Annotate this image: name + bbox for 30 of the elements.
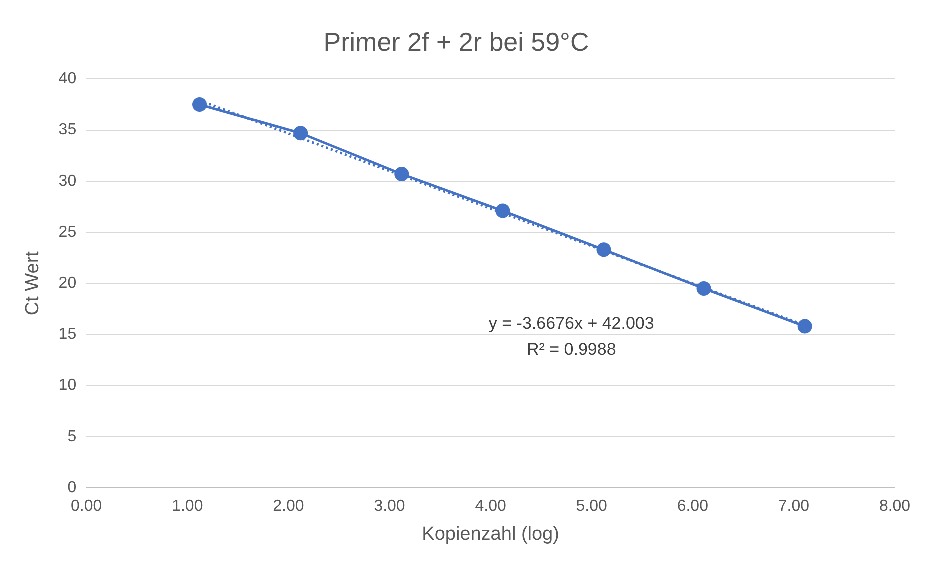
- point: [696, 281, 712, 296]
- point: [192, 98, 208, 112]
- y-axis-title: Ct Wert: [22, 250, 44, 316]
- point: [596, 242, 612, 258]
- annotation: R² = 0.9988: [526, 340, 616, 360]
- x-tick-label: 6.00: [677, 498, 709, 516]
- x-tick-label: 5.00: [576, 498, 608, 516]
- y-tick-label: 30: [58, 172, 77, 190]
- y-tick-label: 25: [58, 224, 77, 241]
- x-tick-label: 8.00: [879, 498, 911, 516]
- point: [294, 126, 308, 141]
- annotation: y = -3.6676x + 42.003: [488, 314, 654, 334]
- point: [496, 204, 510, 218]
- x-axis-title: Kopienzahl (log): [422, 524, 560, 545]
- y-tick-label: 40: [58, 70, 77, 88]
- x-tick-label: 2.00: [273, 498, 304, 516]
- x-tick-label: 4.00: [475, 498, 506, 516]
- point: [394, 166, 410, 182]
- point: [798, 319, 812, 334]
- x-tick-label: 1.00: [172, 498, 204, 516]
- y-tick-label: 15: [58, 326, 77, 344]
- y-tick-label: 35: [58, 122, 77, 139]
- y-tick-label: 10: [58, 377, 77, 394]
- chart-title: Primer 2f + 2r bei 59°C: [324, 26, 590, 57]
- y-tick-label: 5: [68, 428, 77, 446]
- x-tick-label: 0.00: [71, 498, 102, 516]
- x-tick-label: 7.00: [778, 498, 810, 516]
- y-tick-label: 0: [68, 479, 77, 496]
- y-tick-label: 20: [58, 275, 77, 292]
- x-tick-label: 3.00: [374, 498, 406, 516]
